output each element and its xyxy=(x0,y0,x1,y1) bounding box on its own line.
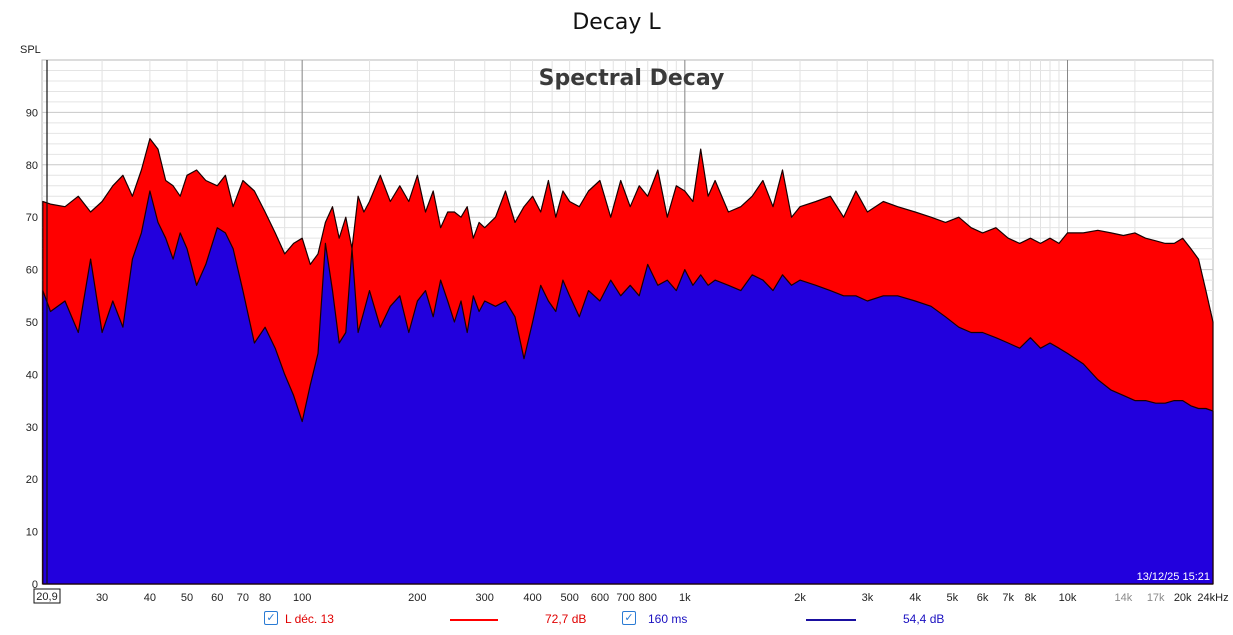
chart-title: Spectral Decay xyxy=(539,66,725,91)
y-tick-label: 40 xyxy=(26,369,38,381)
x-tick-label: 800 xyxy=(639,592,657,604)
timestamp: 13/12/25 15:21 xyxy=(1137,571,1210,583)
x-tick-label: 200 xyxy=(408,592,426,604)
y-tick-label: 0 xyxy=(32,579,38,591)
x-tick-label: 50 xyxy=(181,592,193,604)
x-tick-label: 20k xyxy=(1174,592,1192,604)
x-tick-label: 5k xyxy=(946,592,958,604)
x-tick-label: 60 xyxy=(211,592,223,604)
y-tick-label: 60 xyxy=(26,265,38,277)
y-tick-label: 80 xyxy=(26,160,38,172)
series1-swatch xyxy=(450,619,498,621)
x-tick-label: 3k xyxy=(862,592,874,604)
spectral-decay-chart: 0 10 20 30 40 50 60 70 80 90 SPL 20,9 30 40 50 60 70 80 10… xyxy=(20,44,1229,604)
x-tick-label: 2k xyxy=(794,592,806,604)
series-area-2 xyxy=(42,190,1214,585)
checkmark-icon: ✓ xyxy=(266,612,276,624)
x-tick-label: 4k xyxy=(909,592,921,604)
x-tick-label: 17k xyxy=(1147,592,1165,604)
y-tick-label: 30 xyxy=(26,422,38,434)
x-tick-label: 500 xyxy=(560,592,578,604)
y-tick-label: 70 xyxy=(26,212,38,224)
x-tick-label: 70 xyxy=(237,592,249,604)
series1-value: 72,7 dB xyxy=(545,612,587,626)
x-tick-label: 24kHz xyxy=(1197,592,1228,604)
series1-checkbox[interactable]: ✓ xyxy=(264,611,278,625)
x-tick-label: 100 xyxy=(293,592,311,604)
x-tick-label: 80 xyxy=(259,592,271,604)
series1-label: L déc. 13 xyxy=(285,612,334,626)
series2-swatch xyxy=(806,619,856,621)
y-tick-label: 90 xyxy=(26,107,38,119)
y-tick-label: 10 xyxy=(26,527,38,539)
y-tick-label: 20 xyxy=(26,474,38,486)
x-tick-label: 400 xyxy=(523,592,541,604)
x-tick-label: 14k xyxy=(1115,592,1133,604)
x-tick-label: 8k xyxy=(1025,592,1037,604)
y-axis-label: SPL xyxy=(20,44,41,56)
x-tick-label: 600 xyxy=(591,592,609,604)
x-tick-label: 300 xyxy=(476,592,494,604)
series2-label: 160 ms xyxy=(648,612,688,626)
checkmark-icon: ✓ xyxy=(624,612,634,624)
x-start-label: 20,9 xyxy=(36,591,57,603)
x-tick-label: 30 xyxy=(96,592,108,604)
x-start-label-box xyxy=(33,588,61,604)
y-tick-label: 50 xyxy=(26,317,38,329)
x-tick-label: 10k xyxy=(1059,592,1077,604)
series2-checkbox[interactable]: ✓ xyxy=(622,611,636,625)
series2-value: 54,4 dB xyxy=(903,612,945,626)
x-tick-label: 1k xyxy=(679,592,691,604)
window-title: Decay L xyxy=(572,10,661,35)
x-tick-label: 700 xyxy=(616,592,634,604)
x-tick-label: 7k xyxy=(1002,592,1014,604)
x-tick-label: 40 xyxy=(144,592,156,604)
x-tick-label: 6k xyxy=(977,592,989,604)
